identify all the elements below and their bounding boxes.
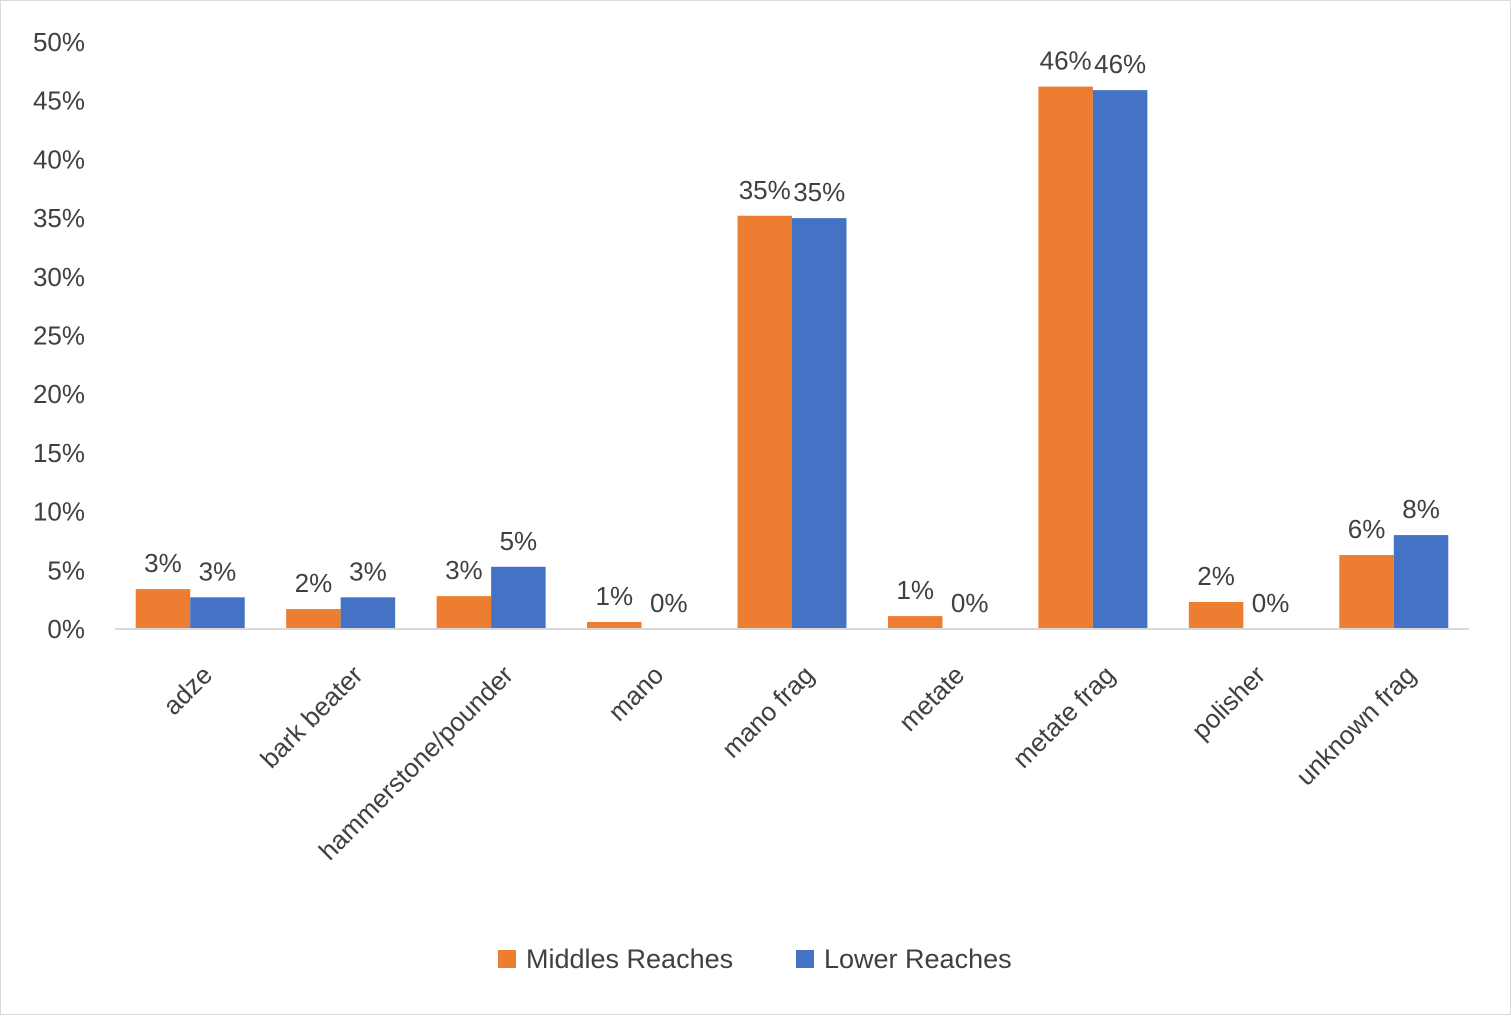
y-tick-label: 30% xyxy=(33,262,85,292)
data-label: 3% xyxy=(349,556,387,586)
legend-swatch xyxy=(498,950,516,968)
bar xyxy=(887,616,943,629)
category-label: metate xyxy=(893,660,970,737)
data-label: 2% xyxy=(1197,561,1235,591)
category-label: polisher xyxy=(1186,659,1272,745)
legend-label: Middles Reaches xyxy=(526,944,733,974)
bar xyxy=(737,215,792,629)
data-label: 0% xyxy=(951,588,989,618)
data-label: 5% xyxy=(500,526,538,556)
legend-label: Lower Reaches xyxy=(824,944,1012,974)
data-label: 6% xyxy=(1348,514,1386,544)
bar xyxy=(286,609,341,629)
y-tick-label: 15% xyxy=(33,438,85,468)
data-label: 35% xyxy=(793,177,845,207)
data-label: 3% xyxy=(144,548,182,578)
legend-swatch xyxy=(796,950,814,968)
y-tick-label: 25% xyxy=(33,321,85,351)
bar xyxy=(1339,555,1394,629)
data-label: 2% xyxy=(295,568,333,598)
y-axis: 0% 5% 10% 15% 20% 25% 30% 35% 40% 45% 50% xyxy=(33,27,85,644)
bar xyxy=(491,566,546,629)
category-label: metate frag xyxy=(1007,660,1121,774)
y-tick-label: 35% xyxy=(33,203,85,233)
bar xyxy=(340,597,396,629)
y-tick-label: 5% xyxy=(47,555,85,585)
data-label: 46% xyxy=(1040,46,1092,76)
data-label: 3% xyxy=(445,555,483,585)
bar xyxy=(792,218,847,629)
legend: Middles Reaches Lower Reaches xyxy=(498,944,1012,974)
category-label: unknown frag xyxy=(1290,660,1422,792)
data-label: 3% xyxy=(199,556,237,586)
bars xyxy=(135,86,1449,629)
category-label: adze xyxy=(157,660,218,721)
bar xyxy=(1038,86,1093,629)
category-label: bark beater xyxy=(254,659,368,773)
bar xyxy=(135,589,191,629)
y-tick-label: 20% xyxy=(33,379,85,409)
data-label: 8% xyxy=(1402,494,1440,524)
category-label: mano xyxy=(602,660,669,727)
y-tick-label: 50% xyxy=(33,27,85,57)
data-label: 1% xyxy=(596,581,634,611)
bar xyxy=(190,597,245,629)
y-tick-label: 40% xyxy=(33,144,85,174)
bar xyxy=(587,621,642,629)
bar xyxy=(1188,601,1244,629)
bar xyxy=(436,596,492,629)
category-label: mano frag xyxy=(716,660,820,764)
bar xyxy=(1393,535,1449,629)
data-label: 0% xyxy=(650,588,688,618)
y-tick-label: 0% xyxy=(47,614,85,644)
data-label: 35% xyxy=(739,175,791,205)
data-label: 0% xyxy=(1252,588,1290,618)
y-tick-label: 10% xyxy=(33,497,85,527)
y-tick-label: 45% xyxy=(33,86,85,116)
bar xyxy=(1092,90,1148,629)
data-labels: 3% 3% 2% 3% 3% 5% 1% 0% 35% 35% 1% 0% 46% 46% 2% 0% 6% 8% xyxy=(144,46,1440,618)
data-label: 46% xyxy=(1094,49,1146,79)
data-label: 1% xyxy=(896,575,934,605)
